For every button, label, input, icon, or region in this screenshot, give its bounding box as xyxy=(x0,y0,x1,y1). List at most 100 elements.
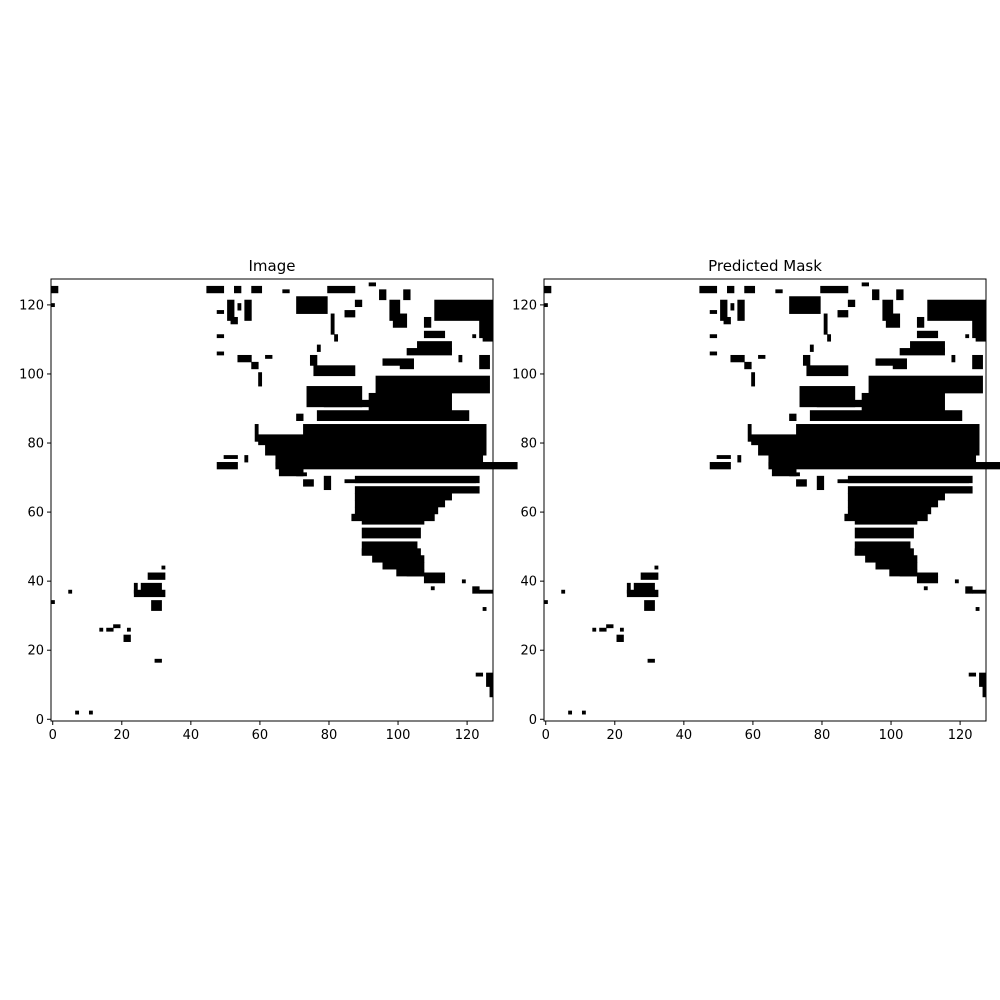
mask-block xyxy=(354,500,446,508)
mask-block xyxy=(847,500,939,508)
panel-title: Image xyxy=(249,257,296,275)
mask-block xyxy=(244,455,249,463)
x-tick-label: 40 xyxy=(676,728,693,743)
mask-block xyxy=(744,285,756,294)
mask-block xyxy=(709,334,718,339)
mask-block xyxy=(968,672,977,677)
mask-block xyxy=(951,354,956,363)
mask-block xyxy=(472,334,477,339)
mask-block xyxy=(568,710,573,715)
x-axis: 0 20 40 60 80 100 120 xyxy=(49,721,480,743)
mask-block xyxy=(296,296,328,314)
mask-block xyxy=(206,285,225,294)
mask-block xyxy=(889,569,918,577)
mask-block xyxy=(382,358,401,366)
mask-block xyxy=(854,527,914,539)
mask-block xyxy=(954,579,959,584)
mask-block xyxy=(244,299,252,321)
mask-block xyxy=(354,475,480,484)
mask-block xyxy=(861,392,945,411)
mask-block xyxy=(789,413,797,421)
mask-block xyxy=(461,579,466,584)
mask-block xyxy=(237,303,242,311)
mask-block xyxy=(758,354,766,359)
mask-block xyxy=(561,589,566,594)
x-tick-label: 20 xyxy=(607,728,624,743)
mask-block xyxy=(982,683,987,698)
mask-block xyxy=(544,285,552,294)
mask-block xyxy=(799,386,856,408)
mask-block xyxy=(316,410,470,421)
y-axis: 0 20 40 60 80 100 120 xyxy=(512,298,544,728)
image-panel: Image 0 20 40 60 80 100 120 0 20 40 60 80 100 120 xyxy=(19,257,518,743)
mask-block xyxy=(619,627,624,632)
mask-block xyxy=(633,582,655,594)
predicted-mask-panel: Predicted Mask 0 20 40 60 80 100 120 0 20 40 60 80… xyxy=(512,257,1000,743)
y-tick-label: 120 xyxy=(19,298,44,313)
y-tick-label: 100 xyxy=(512,367,537,382)
mask-block xyxy=(99,627,104,632)
mask-block xyxy=(847,493,945,501)
mask-block xyxy=(751,372,756,387)
mask-block xyxy=(716,455,731,459)
mask-block xyxy=(827,334,832,342)
mask-block xyxy=(403,289,411,301)
mask-block xyxy=(479,589,494,594)
y-tick-label: 120 xyxy=(512,298,537,313)
mask-block xyxy=(820,285,849,294)
mask-block xyxy=(581,710,586,715)
mask-block xyxy=(809,410,963,421)
mask-block xyxy=(140,582,162,594)
mask-block xyxy=(892,358,907,370)
x-tick-label: 40 xyxy=(183,728,200,743)
y-tick-label: 40 xyxy=(27,575,44,590)
mask-block xyxy=(375,375,490,394)
mask-block xyxy=(216,351,225,356)
x-tick-label: 60 xyxy=(745,728,762,743)
mask-block xyxy=(123,634,131,642)
mask-block xyxy=(916,330,939,339)
mask-block xyxy=(847,486,973,494)
mask-block xyxy=(965,586,973,594)
mask-block xyxy=(868,375,983,394)
mask-block xyxy=(313,365,356,377)
x-tick-label: 120 xyxy=(455,728,480,743)
y-tick-label: 0 xyxy=(36,713,44,728)
mask-block xyxy=(865,555,918,563)
mask-block xyxy=(479,316,494,339)
mask-block xyxy=(847,475,973,484)
mask-block xyxy=(796,479,807,487)
mask-block xyxy=(872,289,880,301)
mask-block xyxy=(965,334,970,339)
mask-block xyxy=(147,572,166,580)
mask-block xyxy=(361,527,421,539)
mask-block xyxy=(354,493,452,501)
mask-block xyxy=(423,575,446,584)
y-tick-label: 60 xyxy=(520,506,537,521)
mask-block xyxy=(133,582,138,594)
mask-block xyxy=(51,285,59,294)
mask-block xyxy=(975,607,980,611)
mask-block xyxy=(544,303,548,308)
mask-block xyxy=(327,285,356,294)
mask-block xyxy=(486,672,494,687)
mask-block xyxy=(972,354,983,370)
mask-block xyxy=(916,316,925,328)
mask-block xyxy=(844,513,928,522)
mask-block xyxy=(368,282,376,287)
mask-block xyxy=(237,354,252,363)
mask-block xyxy=(154,658,162,663)
mask-block xyxy=(544,600,548,604)
mask-block xyxy=(747,424,752,442)
mask-block xyxy=(837,310,849,318)
mask-block xyxy=(330,313,335,335)
mask-block xyxy=(251,285,263,294)
y-tick-label: 100 xyxy=(19,367,44,382)
mask-block xyxy=(699,285,718,294)
mask-block xyxy=(354,486,480,494)
mask-block xyxy=(654,565,659,570)
mask-block xyxy=(730,354,745,363)
mask-block xyxy=(802,354,811,366)
mask-block xyxy=(854,541,911,556)
y-tick-label: 80 xyxy=(27,437,44,452)
